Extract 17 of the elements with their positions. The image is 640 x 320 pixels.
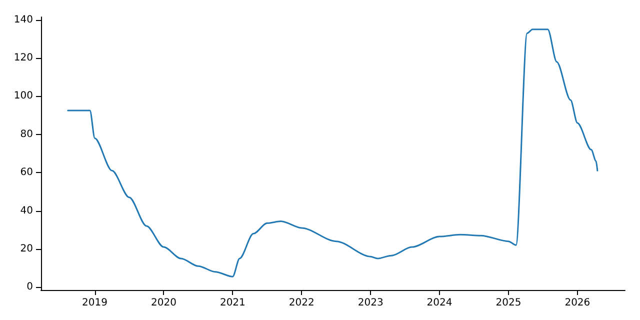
x-tick-label: 2026 (564, 298, 590, 308)
x-tick-label: 2019 (82, 298, 108, 308)
y-tick-label: 120 (14, 52, 33, 64)
x-tick-label: 2021 (220, 298, 246, 308)
y-tick-label: 100 (14, 90, 33, 102)
line-series (67, 28, 598, 278)
y-tick-label: 20 (20, 243, 33, 254)
x-tick-label: 2022 (288, 298, 314, 308)
x-tick-label: 2025 (496, 298, 522, 308)
x-tick-label: 2020 (151, 298, 176, 308)
y-tick-label: 0 (26, 282, 33, 293)
y-tick-label: 60 (20, 167, 33, 178)
x-tick-label: 2024 (426, 298, 452, 308)
x-tick-label: 2023 (358, 298, 384, 308)
y-tick-label: 140 (14, 14, 33, 26)
y-tick-label: 80 (20, 128, 33, 140)
y-tick-label: 40 (20, 205, 33, 216)
